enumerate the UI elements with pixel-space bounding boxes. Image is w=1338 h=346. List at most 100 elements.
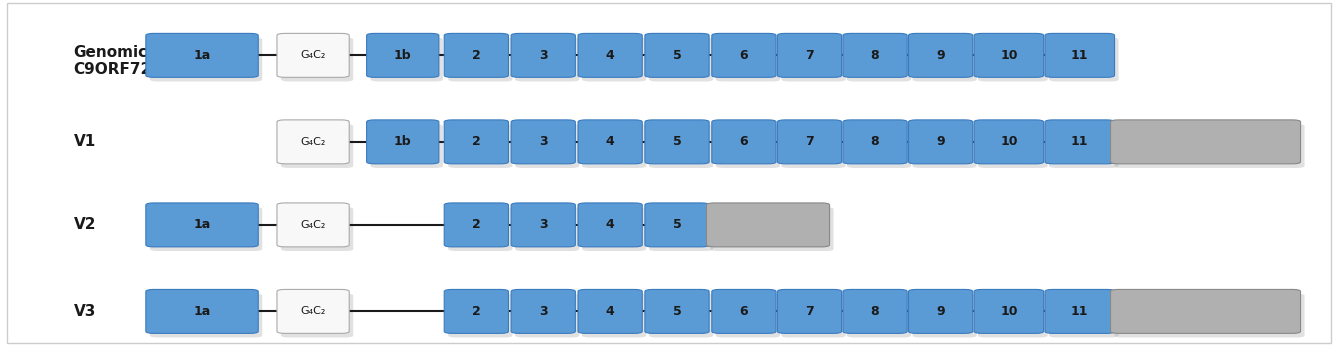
Text: 2: 2 <box>472 305 480 318</box>
Text: 2: 2 <box>472 218 480 231</box>
FancyBboxPatch shape <box>371 124 443 168</box>
FancyBboxPatch shape <box>444 120 508 164</box>
FancyBboxPatch shape <box>511 203 575 247</box>
Text: G₄C₂: G₄C₂ <box>301 220 325 230</box>
Text: 6: 6 <box>740 49 748 62</box>
FancyBboxPatch shape <box>781 38 846 82</box>
FancyBboxPatch shape <box>909 120 973 164</box>
FancyBboxPatch shape <box>781 124 846 168</box>
Text: 7: 7 <box>805 135 814 148</box>
Text: 11: 11 <box>1070 135 1089 148</box>
FancyBboxPatch shape <box>716 38 780 82</box>
FancyBboxPatch shape <box>367 34 439 78</box>
FancyBboxPatch shape <box>281 38 353 82</box>
FancyBboxPatch shape <box>1045 120 1115 164</box>
Text: G₄C₂: G₄C₂ <box>301 137 325 147</box>
FancyBboxPatch shape <box>909 289 973 334</box>
Text: 11: 11 <box>1070 305 1089 318</box>
FancyBboxPatch shape <box>847 293 911 338</box>
FancyBboxPatch shape <box>448 38 512 82</box>
Text: 9: 9 <box>937 305 945 318</box>
FancyBboxPatch shape <box>645 203 709 247</box>
FancyBboxPatch shape <box>1049 293 1119 338</box>
FancyBboxPatch shape <box>277 289 349 334</box>
FancyBboxPatch shape <box>645 120 709 164</box>
FancyBboxPatch shape <box>913 38 977 82</box>
Text: 1a: 1a <box>194 218 210 231</box>
FancyBboxPatch shape <box>777 34 842 78</box>
Text: 9: 9 <box>937 49 945 62</box>
FancyBboxPatch shape <box>847 38 911 82</box>
Text: 8: 8 <box>871 135 879 148</box>
FancyBboxPatch shape <box>277 34 349 78</box>
FancyBboxPatch shape <box>649 124 713 168</box>
FancyBboxPatch shape <box>706 203 830 247</box>
FancyBboxPatch shape <box>974 120 1044 164</box>
FancyBboxPatch shape <box>978 124 1048 168</box>
FancyBboxPatch shape <box>781 293 846 338</box>
Text: 5: 5 <box>673 305 681 318</box>
FancyBboxPatch shape <box>645 289 709 334</box>
FancyBboxPatch shape <box>511 289 575 334</box>
FancyBboxPatch shape <box>150 293 262 338</box>
Text: 7: 7 <box>805 305 814 318</box>
FancyBboxPatch shape <box>277 203 349 247</box>
FancyBboxPatch shape <box>843 120 907 164</box>
FancyBboxPatch shape <box>515 207 579 251</box>
Text: 10: 10 <box>999 49 1018 62</box>
Text: 5: 5 <box>673 135 681 148</box>
FancyBboxPatch shape <box>843 34 907 78</box>
FancyBboxPatch shape <box>649 38 713 82</box>
Text: V1: V1 <box>74 134 96 149</box>
FancyBboxPatch shape <box>448 207 512 251</box>
FancyBboxPatch shape <box>578 203 642 247</box>
Text: 10: 10 <box>999 135 1018 148</box>
Text: 1b: 1b <box>393 135 412 148</box>
Text: 11: 11 <box>1070 49 1089 62</box>
FancyBboxPatch shape <box>909 34 973 78</box>
Text: 4: 4 <box>606 135 614 148</box>
FancyBboxPatch shape <box>444 289 508 334</box>
Text: 4: 4 <box>606 49 614 62</box>
Text: Genomic
C9ORF72: Genomic C9ORF72 <box>74 45 151 78</box>
FancyBboxPatch shape <box>1111 120 1301 164</box>
FancyBboxPatch shape <box>1111 289 1301 334</box>
Text: 10: 10 <box>999 305 1018 318</box>
Text: V3: V3 <box>74 304 96 319</box>
FancyBboxPatch shape <box>1115 293 1305 338</box>
FancyBboxPatch shape <box>150 38 262 82</box>
FancyBboxPatch shape <box>1045 34 1115 78</box>
Text: 8: 8 <box>871 305 879 318</box>
FancyBboxPatch shape <box>277 120 349 164</box>
Text: 2: 2 <box>472 49 480 62</box>
Text: 4: 4 <box>606 218 614 231</box>
FancyBboxPatch shape <box>777 120 842 164</box>
Text: 4: 4 <box>606 305 614 318</box>
FancyBboxPatch shape <box>582 38 646 82</box>
FancyBboxPatch shape <box>578 120 642 164</box>
FancyBboxPatch shape <box>712 289 776 334</box>
FancyBboxPatch shape <box>367 120 439 164</box>
Text: 3: 3 <box>539 135 547 148</box>
Text: V2: V2 <box>74 217 96 233</box>
FancyBboxPatch shape <box>281 124 353 168</box>
Text: 9: 9 <box>937 135 945 148</box>
FancyBboxPatch shape <box>582 293 646 338</box>
FancyBboxPatch shape <box>515 124 579 168</box>
Text: 7: 7 <box>805 49 814 62</box>
FancyBboxPatch shape <box>578 289 642 334</box>
FancyBboxPatch shape <box>448 293 512 338</box>
FancyBboxPatch shape <box>448 124 512 168</box>
FancyBboxPatch shape <box>515 38 579 82</box>
FancyBboxPatch shape <box>710 207 834 251</box>
Text: 5: 5 <box>673 218 681 231</box>
FancyBboxPatch shape <box>974 34 1044 78</box>
Text: 3: 3 <box>539 218 547 231</box>
FancyBboxPatch shape <box>712 34 776 78</box>
FancyBboxPatch shape <box>511 120 575 164</box>
Text: 1a: 1a <box>194 305 210 318</box>
Text: 6: 6 <box>740 135 748 148</box>
FancyBboxPatch shape <box>1049 38 1119 82</box>
FancyBboxPatch shape <box>777 289 842 334</box>
Text: 3: 3 <box>539 49 547 62</box>
